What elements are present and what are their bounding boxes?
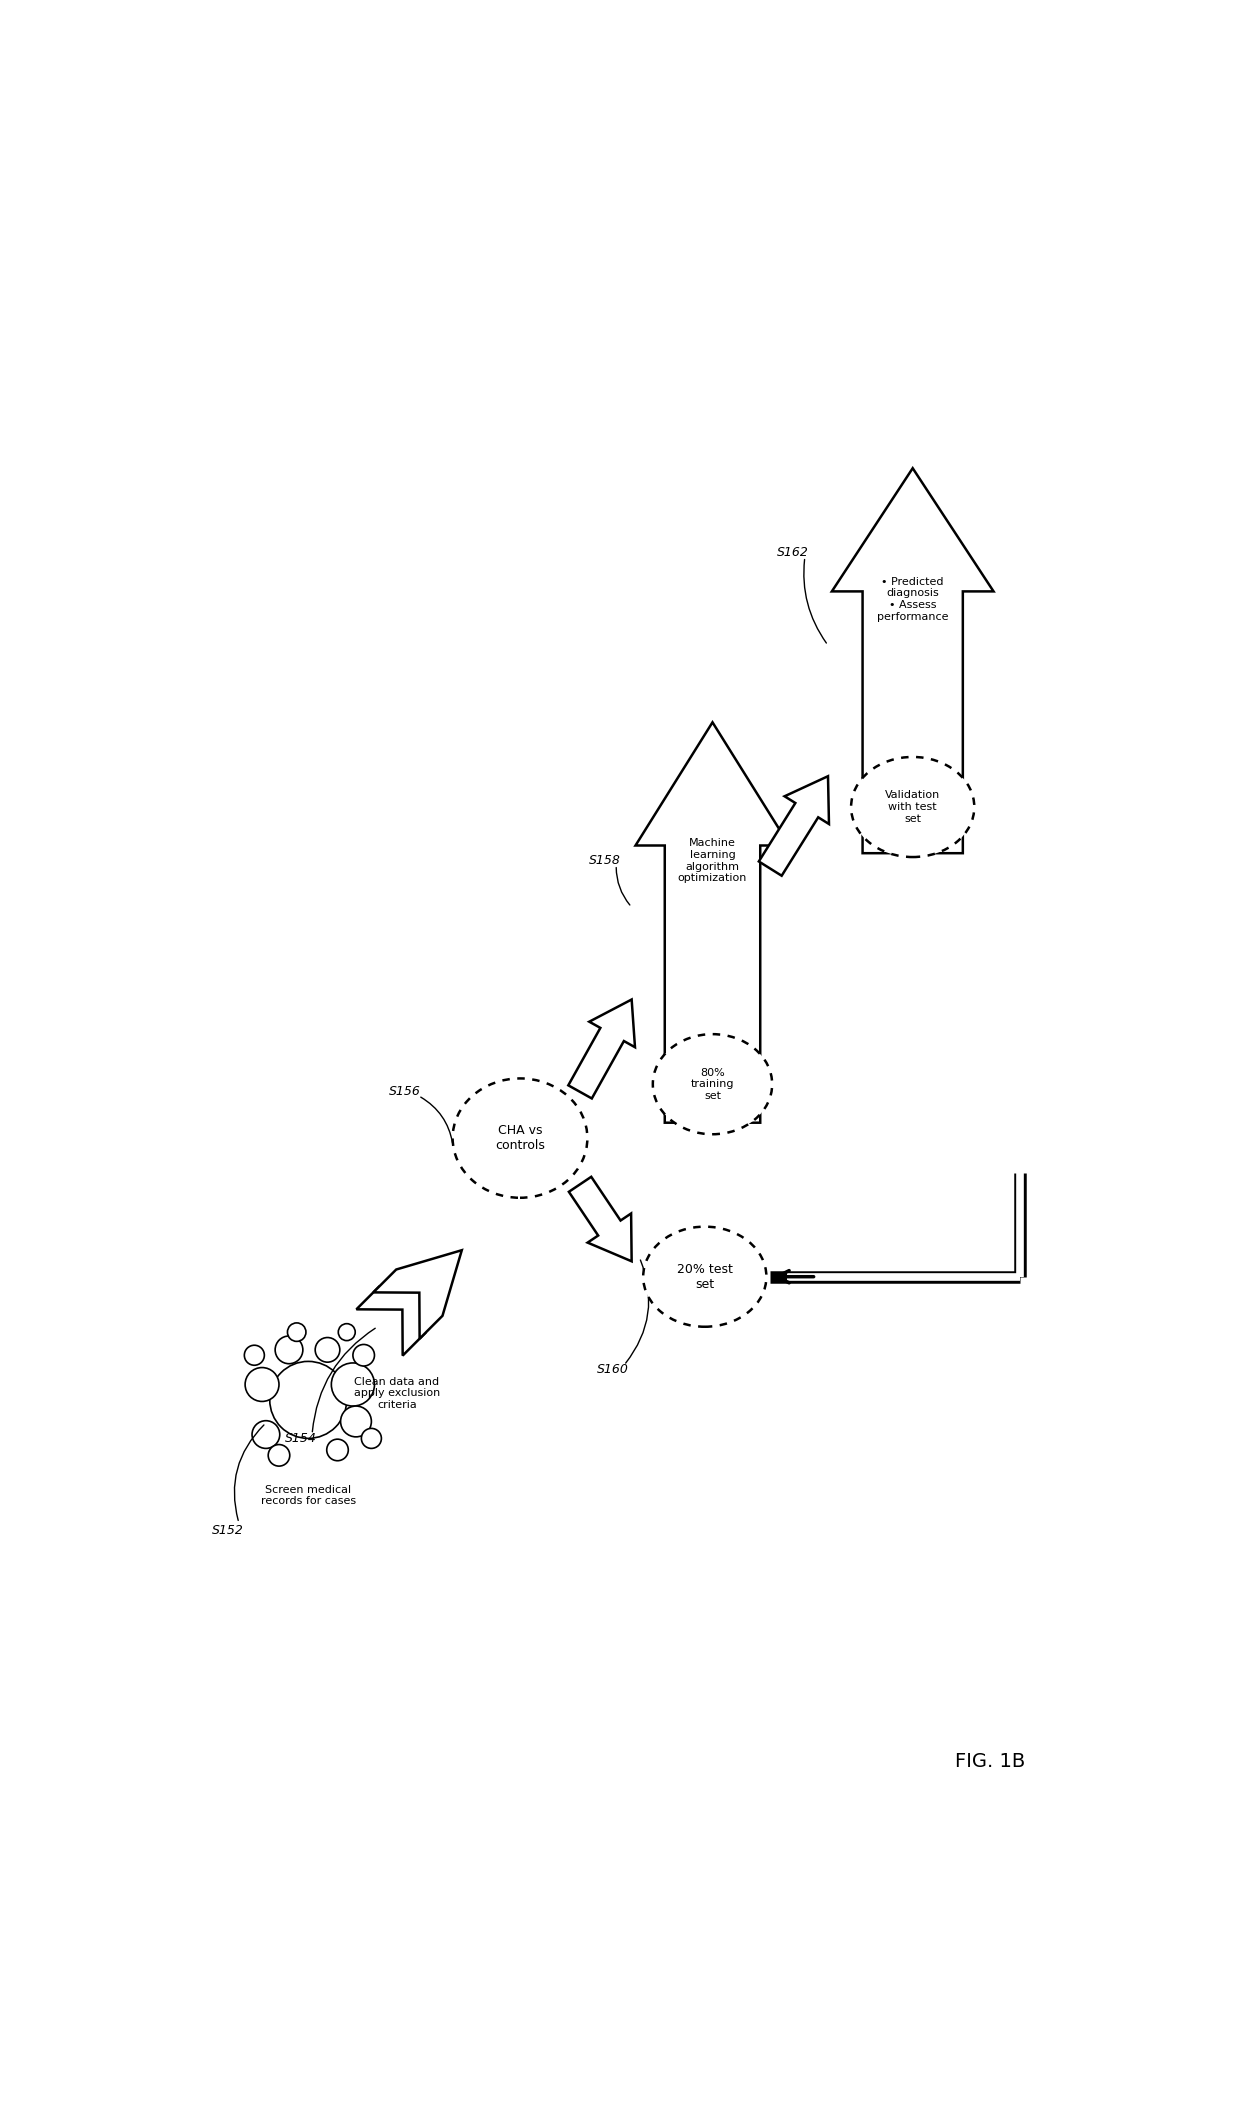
Circle shape	[361, 1429, 382, 1448]
Circle shape	[246, 1368, 279, 1402]
Polygon shape	[356, 1267, 445, 1356]
Circle shape	[341, 1406, 372, 1438]
Circle shape	[288, 1322, 306, 1341]
Text: S156: S156	[388, 1086, 420, 1099]
Polygon shape	[635, 722, 790, 1122]
Text: Screen medical
records for cases: Screen medical records for cases	[260, 1484, 356, 1507]
Text: 80%
training
set: 80% training set	[691, 1067, 734, 1101]
Circle shape	[268, 1444, 290, 1465]
Text: 20% test
set: 20% test set	[677, 1263, 733, 1290]
Text: S160: S160	[596, 1362, 629, 1375]
Polygon shape	[568, 1000, 635, 1099]
Text: Machine
learning
algorithm
optimization: Machine learning algorithm optimization	[678, 838, 748, 884]
Circle shape	[244, 1345, 264, 1366]
Ellipse shape	[851, 758, 975, 857]
Circle shape	[353, 1345, 374, 1366]
Text: CHA vs
controls: CHA vs controls	[495, 1124, 544, 1151]
Text: Validation
with test
set: Validation with test set	[885, 789, 940, 823]
Circle shape	[331, 1362, 374, 1406]
Text: FIG. 1B: FIG. 1B	[955, 1751, 1024, 1770]
Ellipse shape	[453, 1078, 588, 1198]
Circle shape	[252, 1421, 280, 1448]
Text: S152: S152	[212, 1524, 243, 1537]
Ellipse shape	[644, 1227, 766, 1326]
Text: Clean data and
apply exclusion
criteria: Clean data and apply exclusion criteria	[353, 1377, 440, 1410]
Ellipse shape	[652, 1034, 773, 1135]
Circle shape	[270, 1362, 347, 1438]
Polygon shape	[832, 467, 993, 853]
Polygon shape	[759, 777, 830, 876]
Polygon shape	[373, 1250, 461, 1339]
Text: • Predicted
diagnosis
• Assess
performance: • Predicted diagnosis • Assess performan…	[877, 577, 949, 621]
Polygon shape	[569, 1177, 631, 1261]
Circle shape	[315, 1337, 340, 1362]
Circle shape	[339, 1324, 355, 1341]
Circle shape	[326, 1440, 348, 1461]
Text: S162: S162	[777, 547, 810, 560]
Circle shape	[275, 1337, 303, 1364]
Text: S154: S154	[285, 1431, 316, 1444]
Text: S158: S158	[589, 855, 621, 867]
